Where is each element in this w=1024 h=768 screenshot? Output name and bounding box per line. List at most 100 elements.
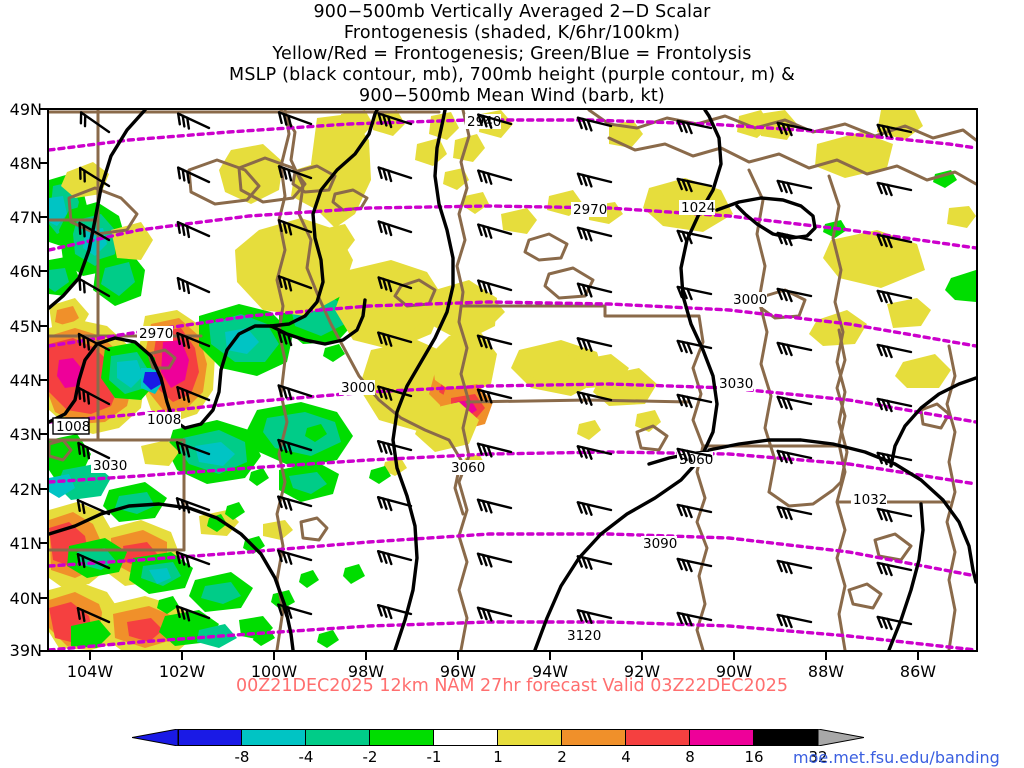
chart-title-block: 900−500mb Vertically Averaged 2−D Scalar… [0,2,1024,107]
frontogenesis-shading [49,110,976,650]
colorbar-segment-8 [690,729,754,746]
svg-text:2970: 2970 [139,326,173,342]
frontogenesis-map: 2940 2970 2970 3000 3000 3030 [49,110,976,650]
contour-label-3060-west: 3060 [449,460,485,476]
colorbar-segment-0 [178,729,242,746]
lon-tick-92W [641,652,643,660]
svg-text:1008: 1008 [147,412,181,428]
colorbar-segment-4 [434,729,498,746]
lat-label-43N: 43N [9,425,42,444]
lat-tick-40N [39,597,47,599]
lon-label-96W: 96W [439,662,477,681]
colorbar-segment-5 [498,729,562,746]
lat-tick-44N [39,379,47,381]
colorbar-under-arrow [132,729,178,746]
lat-tick-42N [39,488,47,490]
height-contour-3120 [49,620,976,650]
height-contour-2940 [49,118,976,152]
contour-label-1008-east: 1008 [145,412,181,428]
svg-text:3030: 3030 [719,376,753,392]
svg-text:1008: 1008 [56,419,90,435]
height-contour-2970 [49,204,976,252]
lon-label-98W: 98W [347,662,385,681]
colorbar-segment-9 [754,729,818,746]
lon-label-94W: 94W [531,662,569,681]
lon-tick-88W [825,652,827,660]
lon-label-90W: 90W [715,662,753,681]
svg-text:3060: 3060 [679,452,713,468]
contour-label-3000-west: 3000 [339,380,375,396]
mslp-contour-1008-north [269,110,379,328]
mslp-contour-east [533,110,723,650]
contour-label-1008-west: 1008 [52,417,90,435]
colorbar-segment-3 [370,729,434,746]
lon-tick-104W [89,652,91,660]
colorbar-label-2: 2 [557,748,567,766]
lat-tick-45N [39,325,47,327]
mslp-contour-west [49,110,147,310]
lon-label-100W: 100W [250,662,298,681]
mslp-contour-1024 [715,196,817,240]
lat-label-47N: 47N [9,208,42,227]
colorbar-segment-7 [626,729,690,746]
svg-text:3120: 3120 [567,628,601,644]
title-line-1: 900−500mb Vertically Averaged 2−D Scalar [313,2,711,22]
lat-tick-49N [39,108,47,110]
colorbar-label-32: 32 [808,748,828,766]
svg-text:3060: 3060 [451,460,485,476]
colorbar-label-8: 8 [685,748,695,766]
title-line-5: 900−500mb Mean Wind (barb, kt) [359,86,665,106]
svg-text:1032: 1032 [853,492,887,508]
contour-label-1032: 1032 [851,492,887,508]
colorbar-label-1: 1 [493,748,503,766]
title-line-4: MSLP (black contour, mb), 700mb height (… [229,65,795,85]
wind-barbs [76,111,913,631]
lat-label-48N: 48N [9,154,42,173]
source-url-label[interactable]: moe.met.fsu.edu/banding [793,748,1000,767]
colorbar[interactable] [178,729,818,746]
svg-text:2970: 2970 [573,202,607,218]
map-plot-area[interactable]: 2940 2970 2970 3000 3000 3030 [47,108,978,652]
contour-labels: 2940 2970 2970 3000 3000 3030 [52,114,887,644]
mslp-contours [49,110,976,650]
contour-label-1024: 1024 [679,200,715,216]
colorbar-over-arrow [818,729,864,746]
contour-label-3030-east: 3030 [717,376,753,392]
svg-text:3000: 3000 [733,292,767,308]
mslp-contour-1008-closed [49,324,273,430]
contour-label-3030-west: 3030 [91,458,127,474]
colorbar-label--2: -2 [362,748,378,766]
lon-label-102W: 102W [158,662,206,681]
lon-tick-94W [549,652,551,660]
lat-label-45N: 45N [9,317,42,336]
title-line-2: Frontogenesis (shaded, K/6hr/100km) [343,23,681,43]
contour-label-2970-east: 2970 [571,202,607,218]
colorbar-segment-1 [242,729,306,746]
lat-tick-43N [39,433,47,435]
lat-tick-47N [39,216,47,218]
state-borders [49,110,976,650]
svg-text:3030: 3030 [93,458,127,474]
svg-text:1024: 1024 [681,200,715,216]
colorbar-label-4: 4 [621,748,631,766]
lat-label-41N: 41N [9,534,42,553]
forecast-caption: 00Z21DEC2025 12km NAM 27hr forecast Vali… [235,676,789,696]
contour-label-3000-east: 3000 [731,292,767,308]
height-contour-3000 [49,300,976,348]
height-contours-700mb [49,118,976,650]
lon-tick-86W [917,652,919,660]
lat-label-49N: 49N [9,100,42,119]
colorbar-label--1: -1 [426,748,442,766]
lat-label-40N: 40N [9,589,42,608]
height-contour-3060 [49,450,976,486]
contour-label-2970-west: 2970 [137,326,173,342]
lat-label-39N: 39N [9,641,42,660]
mslp-contour-1032-arc [707,438,976,584]
colorbar-segment-6 [562,729,626,746]
height-contour-3090 [49,532,976,578]
lon-tick-90W [733,652,735,660]
contour-label-3090: 3090 [641,536,677,552]
mslp-contour-east-south [887,502,925,650]
colorbar-segment-2 [306,729,370,746]
colorbar-label--4: -4 [298,748,314,766]
